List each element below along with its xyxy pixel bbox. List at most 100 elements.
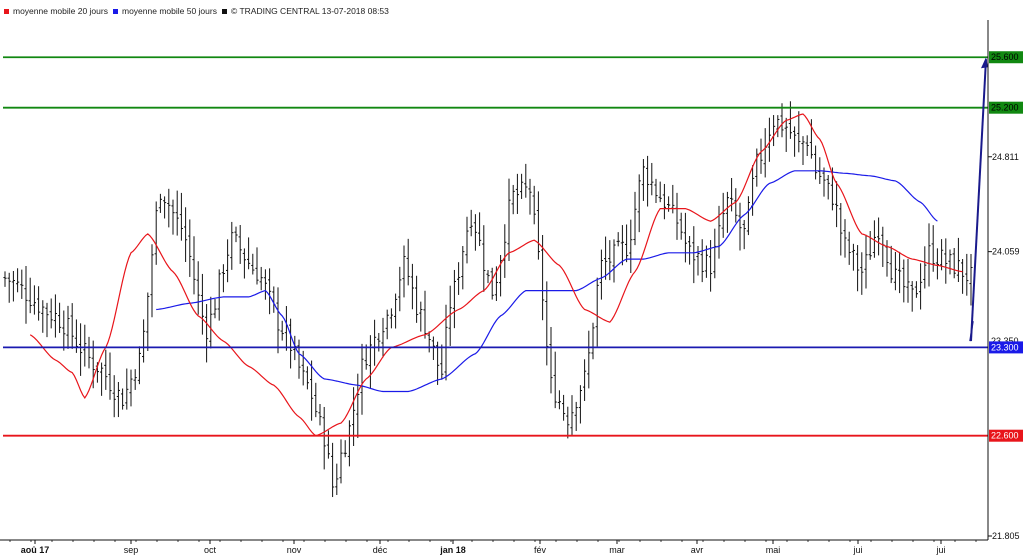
ohlc-bar — [104, 349, 108, 390]
ohlc-bar — [457, 262, 461, 295]
ohlc-bar — [486, 270, 490, 284]
ohlc-bar — [881, 226, 885, 267]
x-tick-label: jui — [935, 545, 945, 555]
ohlc-bar — [914, 281, 918, 298]
ohlc-bar — [352, 387, 356, 447]
ohlc-bar — [864, 234, 868, 289]
ohlc-bar — [935, 248, 939, 280]
ohlc-bar — [289, 318, 293, 369]
ohlc-bar — [125, 368, 129, 410]
ohlc-bar — [205, 304, 209, 363]
ohlc-bar — [377, 332, 381, 352]
ohlc-bar — [247, 237, 251, 270]
ohlc-bar — [423, 290, 427, 339]
ohlc-bar — [566, 406, 570, 439]
ohlc-bar — [419, 301, 423, 332]
ohlc-bar — [633, 191, 637, 246]
ohlc-bar — [759, 138, 763, 174]
ohlc-bar — [32, 285, 36, 315]
ohlc-bar — [268, 268, 272, 315]
ohlc-bar — [536, 191, 540, 260]
ohlc-bar — [704, 245, 708, 278]
level-label: 25.600 — [991, 52, 1019, 62]
x-tick-label: fév — [534, 545, 547, 555]
ohlc-bar — [641, 159, 645, 201]
ohlc-bar — [7, 272, 11, 303]
ohlc-bar — [675, 192, 679, 240]
ohlc-bar — [83, 324, 87, 367]
blue-square-icon — [112, 8, 118, 14]
ohlc-bar — [902, 259, 906, 303]
ohlc-bar — [175, 190, 179, 236]
ohlc-bar — [381, 317, 385, 358]
ohlc-bar — [335, 463, 339, 495]
ohlc-bar — [780, 103, 784, 138]
legend: moyenne mobile 20 jours moyenne mobile 5… — [4, 4, 394, 18]
ohlc-bar — [41, 300, 45, 333]
ohlc-bar — [163, 196, 167, 219]
ohlc-bar — [629, 219, 633, 273]
ohlc-bar — [221, 264, 225, 293]
ohlc-bar — [692, 226, 696, 284]
ohlc-bar — [910, 281, 914, 312]
ohlc-bar — [230, 221, 234, 270]
level-label: 22.600 — [991, 431, 1019, 441]
ohlc-bar — [805, 135, 809, 156]
ohlc-bar — [100, 362, 104, 396]
ohlc-bar — [415, 275, 419, 323]
ohlc-bar — [507, 178, 511, 261]
ohlc-bar — [843, 219, 847, 258]
ohlc-bar — [583, 359, 587, 401]
ohlc-bar — [872, 220, 876, 258]
ohlc-bar — [625, 224, 629, 263]
ohlc-bar — [755, 148, 759, 187]
ohlc-bar — [730, 177, 734, 212]
ohlc-bar — [394, 293, 398, 329]
ohlc-bar — [343, 440, 347, 458]
ohlc-bar — [772, 115, 776, 147]
ohlc-bar — [826, 175, 830, 200]
ohlc-bar — [797, 111, 801, 153]
ohlc-bar — [58, 302, 62, 333]
x-tick-label: oct — [204, 545, 217, 555]
ohlc-bar — [16, 268, 20, 293]
projection-arrow — [970, 59, 987, 342]
ohlc-bar — [591, 322, 595, 360]
legend-item-ma50: moyenne mobile 50 jours — [112, 6, 217, 16]
ohlc-bar — [66, 305, 70, 349]
ohlc-bar — [814, 145, 818, 180]
x-tick-label: jui — [852, 545, 862, 555]
projection-arrow-start — [969, 320, 974, 342]
ohlc-bar — [793, 126, 797, 157]
ohlc-bar — [385, 309, 389, 340]
ohlc-bar — [24, 265, 28, 324]
ohlc-bar — [3, 271, 7, 287]
ohlc-bar — [389, 308, 393, 329]
ohlc-bar — [696, 245, 700, 276]
ohlc-bar — [436, 341, 440, 385]
ohlc-bar — [360, 343, 364, 415]
ohlc-bar — [646, 155, 650, 207]
ohlc-bar — [956, 237, 960, 282]
ohlc-bar — [562, 394, 566, 421]
ohlc-bar — [893, 251, 897, 291]
ohlc-bar — [767, 117, 771, 162]
ohlc-bar — [919, 263, 923, 310]
ohlc-bar — [263, 269, 267, 300]
ohlc-bar — [410, 263, 414, 310]
ohlc-bar — [87, 336, 91, 369]
ohlc-bar — [662, 183, 666, 220]
ohlc-bar — [587, 330, 591, 389]
ohlc-bar — [940, 239, 944, 271]
ohlc-bar — [511, 184, 515, 215]
ohlc-bar — [738, 202, 742, 251]
ohlc-bar — [398, 266, 402, 312]
ohlc-bar — [347, 420, 351, 467]
level-lines — [3, 56, 988, 437]
ohlc-bar — [574, 401, 578, 431]
ohlc-bar — [179, 192, 183, 241]
ohlc-bar — [452, 269, 456, 329]
level-label-box — [989, 341, 1023, 354]
ohlc-bar — [326, 430, 330, 459]
